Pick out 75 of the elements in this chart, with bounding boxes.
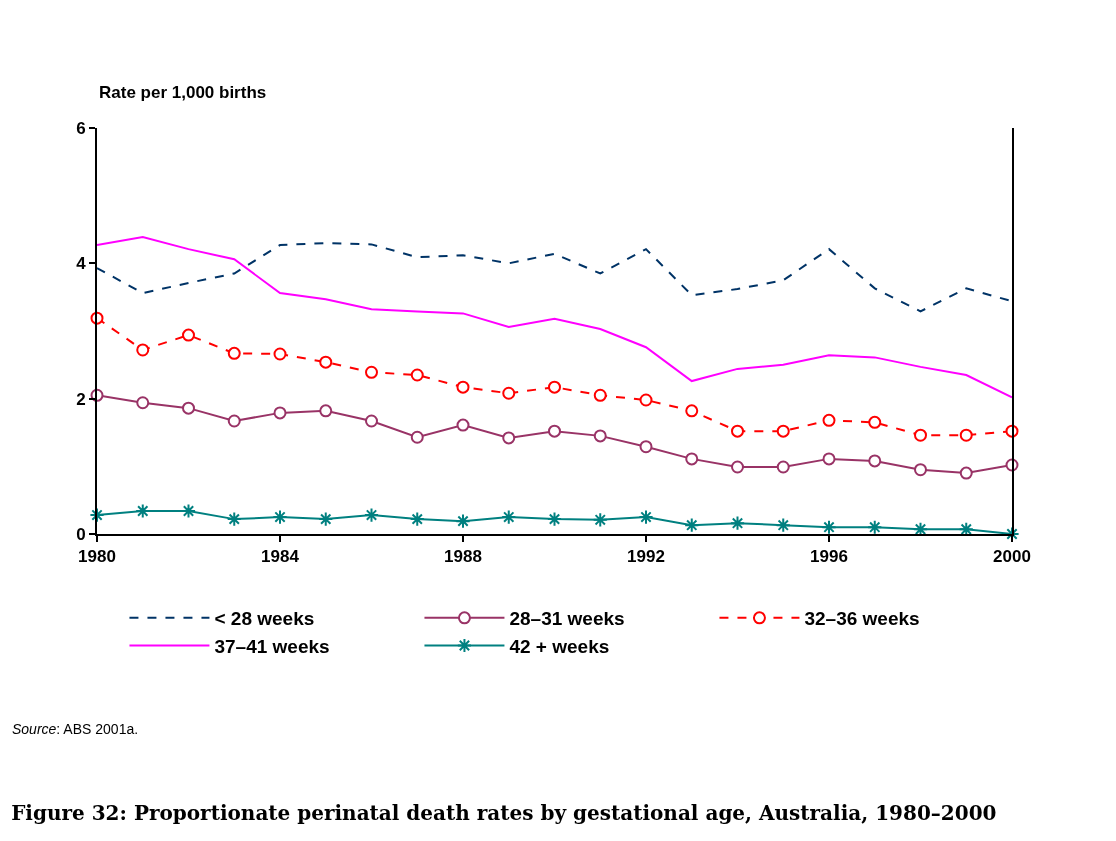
point [409,511,425,527]
point [273,347,287,361]
point [410,368,424,382]
point [226,511,242,527]
y-tick-label: 2 [76,389,86,409]
point [227,414,241,428]
point [319,355,333,369]
y-tick-label: 4 [76,254,87,274]
x-tick-label: 2000 [993,547,1031,567]
text: Figure 32: Proportionate perinatal death rates by gestational age, Australia, 1980–2000 [11,800,997,825]
point [456,380,470,394]
point [868,454,882,468]
point [365,365,378,379]
point [182,328,195,342]
y-axis-title: Rate per 1,000 births [99,83,267,102]
point [685,404,699,418]
point [502,431,516,445]
y-tick-label: 6 [76,118,86,138]
x-tick-label: 1992 [627,547,665,567]
point [867,519,883,535]
legend-label: < 28 weeks [214,608,315,630]
point [729,515,746,531]
point [410,430,424,444]
line-series [97,235,1012,399]
point [593,388,607,402]
point [731,424,744,438]
point [1004,526,1020,542]
point [776,460,790,474]
y-tick-label: 0 [76,524,86,544]
line-series [97,242,1012,313]
point [821,519,837,535]
point [318,511,334,527]
x-tick-label: 1988 [444,547,482,567]
point [959,428,973,442]
point [775,517,791,533]
point [182,401,195,415]
point [89,507,105,523]
point [593,429,607,443]
point [272,509,288,525]
point [639,440,653,454]
point [959,466,973,480]
point [776,424,790,438]
point [502,386,516,400]
point [501,509,517,525]
point [546,511,563,527]
point [136,396,150,410]
point [592,512,608,528]
legend-label: 42 + weeks [509,635,610,657]
x-tick-label: 1980 [78,547,116,567]
x-tick-label: 1984 [261,547,300,567]
point [914,463,927,477]
point [868,415,882,429]
point [731,460,744,474]
point [914,428,927,442]
point [363,507,380,523]
point [319,404,333,418]
point [548,424,561,438]
legend-label: 32–36 weeks [804,608,920,630]
legend-label: 28–31 weeks [509,608,625,630]
point [685,452,699,466]
point [684,517,700,533]
point [136,343,150,357]
point [548,380,561,394]
point [273,406,287,420]
source-note: Source: ABS 2001a. [12,721,139,737]
point [822,452,836,466]
point [456,418,470,432]
point [639,393,653,407]
point [455,513,471,529]
x-tick-label: 1996 [810,547,848,567]
legend-label: 37–41 weeks [214,635,330,657]
point [365,414,378,428]
point [638,509,654,525]
point [227,346,241,360]
point [822,413,836,427]
